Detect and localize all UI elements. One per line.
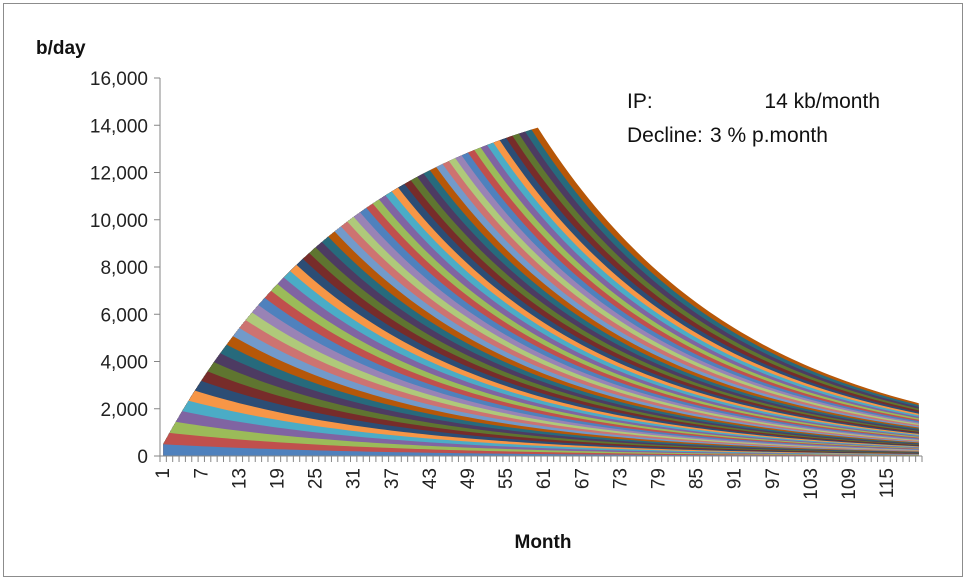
x-tick-label: 103 xyxy=(801,468,822,500)
x-tick-label: 19 xyxy=(267,468,288,489)
x-tick-label: 85 xyxy=(687,468,708,489)
series-area-well-1 xyxy=(163,444,919,456)
x-tick-label: 7 xyxy=(191,468,212,479)
y-axis: 0 2,000 4,000 6,000 8,000 10,000 12,000 14,000 1… xyxy=(90,69,161,468)
y-tick-label: 8,000 xyxy=(100,258,148,279)
x-tick-label: 115 xyxy=(877,468,898,498)
x-tick-label: 55 xyxy=(496,468,517,489)
y-tick-label: 2,000 xyxy=(100,400,148,421)
y-axis-title: b/day xyxy=(36,38,86,59)
x-axis-title: Month xyxy=(515,532,572,553)
x-tick-label: 91 xyxy=(725,468,746,489)
series-area-well-2 xyxy=(163,432,919,456)
x-tick-label: 109 xyxy=(839,468,860,500)
x-tick-label: 61 xyxy=(534,468,555,489)
x-tick-label: 79 xyxy=(648,468,669,489)
decline-label: Decline: xyxy=(627,124,703,147)
x-tick-label: 49 xyxy=(458,468,479,489)
x-tick-label: 67 xyxy=(572,468,593,489)
x-tick-label: 25 xyxy=(306,468,327,489)
y-tick-label: 12,000 xyxy=(90,164,148,185)
x-tick-label: 37 xyxy=(382,468,403,489)
y-tick-label: 14,000 xyxy=(90,116,148,137)
y-tick-label: 4,000 xyxy=(100,353,148,374)
series-layers xyxy=(163,127,919,457)
x-tick-label: 13 xyxy=(229,468,250,489)
y-tick-label: 6,000 xyxy=(100,305,148,326)
decline-value: 3 % p.month xyxy=(710,124,828,147)
ip-label: IP: xyxy=(627,90,653,113)
y-tick-label: 0 xyxy=(137,447,148,468)
x-tick-label: 43 xyxy=(420,468,441,489)
x-tick-label: 97 xyxy=(763,468,784,489)
y-tick-label: 16,000 xyxy=(90,69,148,90)
x-tick-label: 31 xyxy=(344,468,365,489)
ip-value: 14 kb/month xyxy=(764,90,880,113)
x-tick-label: 1 xyxy=(153,468,174,479)
y-tick-label: 10,000 xyxy=(90,211,148,232)
x-axis: 1 7 13 19 25 31 37 43 49 55 61 67 73 79 85 91 97 103 109 11… xyxy=(153,455,923,500)
x-tick-label: 73 xyxy=(610,468,631,489)
